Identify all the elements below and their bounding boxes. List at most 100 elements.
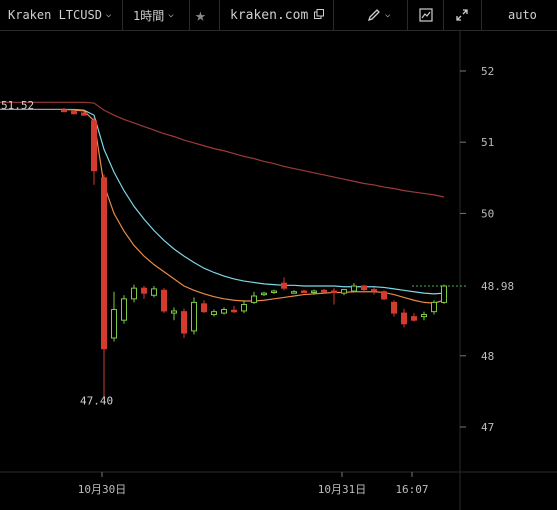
candle-body — [361, 285, 367, 291]
candle-body — [331, 290, 337, 294]
star-icon: ★ — [195, 4, 206, 26]
candle-up — [311, 289, 317, 295]
candle-up — [191, 297, 197, 335]
candle-body — [311, 290, 317, 294]
candle-down — [201, 300, 207, 314]
candle-down — [331, 288, 337, 305]
pencil-icon — [367, 9, 380, 22]
candle-body — [411, 316, 417, 321]
candle-body — [351, 285, 357, 292]
candle-body — [161, 289, 167, 312]
indicator-icon — [419, 8, 433, 22]
low-marker-label: 47.40 — [80, 395, 113, 408]
candle-body — [71, 111, 77, 115]
external-link-icon — [314, 8, 325, 23]
ma-fast-line — [0, 108, 445, 304]
candle-body — [431, 301, 437, 313]
candle-body — [391, 301, 397, 314]
favorite-button[interactable]: ★ — [195, 0, 206, 30]
candle-down — [301, 289, 307, 294]
candle-down — [181, 308, 187, 338]
chevron-down-icon: ⌵ — [385, 10, 391, 20]
price-tick-label: 48 — [481, 350, 494, 363]
chart-toolbar: Kraken LTCUSD ⌵ 1時間 ⌵ ★ kraken.com ⌵ aut… — [0, 0, 557, 31]
time-tick-label: 10月31日 — [318, 483, 367, 496]
candle-body — [421, 314, 427, 318]
candle-up — [111, 291, 117, 342]
candle-down — [391, 300, 397, 317]
interval-label: 1時間 — [133, 8, 165, 23]
price-tick-label: 47 — [481, 421, 494, 434]
candle-down — [361, 284, 367, 292]
candle-down — [61, 108, 67, 113]
candle-body — [91, 120, 97, 172]
candle-down — [401, 308, 407, 328]
candle-body — [171, 310, 177, 314]
candle-body — [191, 301, 197, 332]
candle-body — [141, 287, 147, 294]
fullscreen-button[interactable] — [455, 0, 469, 30]
candle-up — [171, 307, 177, 321]
candle-down — [71, 109, 77, 115]
time-tick-label: 16:07 — [395, 483, 428, 496]
annotations: 51.52 47.40 — [1, 99, 113, 407]
candle-body — [211, 311, 217, 316]
site-label: kraken.com — [230, 7, 309, 23]
symbol-selector[interactable]: Kraken LTCUSD ⌵ — [8, 0, 111, 30]
candle-up — [351, 283, 357, 293]
candle-up — [441, 284, 447, 304]
interval-selector[interactable]: 1時間 ⌵ — [133, 0, 174, 30]
candle-body — [241, 304, 247, 312]
candle-body — [181, 311, 187, 334]
candle-body — [291, 291, 297, 294]
ma-mid-line — [0, 108, 445, 295]
candle-body — [81, 112, 87, 116]
price-chart[interactable]: 52 51 50 48 47 48.98 10月30日 10月31日 16:07 51.52 4… — [0, 31, 557, 510]
candle-down — [411, 313, 417, 322]
candle-up — [121, 295, 127, 324]
candles — [61, 108, 447, 399]
last-price-label: 48.98 — [481, 280, 514, 293]
high-marker-label: 51.52 — [1, 99, 34, 112]
scale-mode-label: auto — [508, 8, 537, 22]
candle-up — [251, 291, 257, 304]
candle-down — [91, 117, 97, 185]
fullscreen-icon — [456, 9, 468, 21]
site-link[interactable]: kraken.com — [230, 0, 325, 30]
drawing-tools-button[interactable]: ⌵ — [367, 0, 390, 30]
candle-up — [241, 300, 247, 314]
candle-body — [401, 312, 407, 325]
candle-up — [261, 291, 267, 296]
candle-up — [221, 307, 227, 315]
price-tick-label: 50 — [481, 207, 494, 220]
chevron-down-icon: ⌵ — [168, 10, 174, 20]
candle-up — [211, 309, 217, 317]
price-tick-label: 52 — [481, 65, 494, 78]
candle-body — [271, 290, 277, 294]
candle-down — [231, 305, 237, 314]
candle-up — [291, 290, 297, 294]
time-tick-label: 10月30日 — [78, 483, 127, 496]
candle-down — [161, 288, 167, 314]
candle-body — [261, 292, 267, 296]
candle-up — [271, 289, 277, 294]
candle-down — [281, 277, 287, 291]
candle-body — [341, 289, 347, 294]
scale-mode-button[interactable]: auto — [508, 0, 537, 30]
price-tick-label: 51 — [481, 136, 494, 149]
candle-body — [131, 287, 137, 300]
candle-body — [301, 290, 307, 294]
indicators-button[interactable] — [419, 0, 433, 30]
symbol-label: Kraken LTCUSD — [8, 8, 102, 22]
candle-body — [151, 288, 157, 296]
candle-body — [121, 298, 127, 321]
candle-body — [441, 285, 447, 303]
candle-body — [371, 289, 377, 292]
candle-down — [141, 286, 147, 299]
candle-body — [201, 303, 207, 313]
candle-body — [221, 309, 227, 314]
candle-down — [371, 287, 377, 295]
candle-up — [151, 286, 157, 298]
candle-body — [231, 309, 237, 313]
ma-slow-line — [0, 101, 445, 198]
